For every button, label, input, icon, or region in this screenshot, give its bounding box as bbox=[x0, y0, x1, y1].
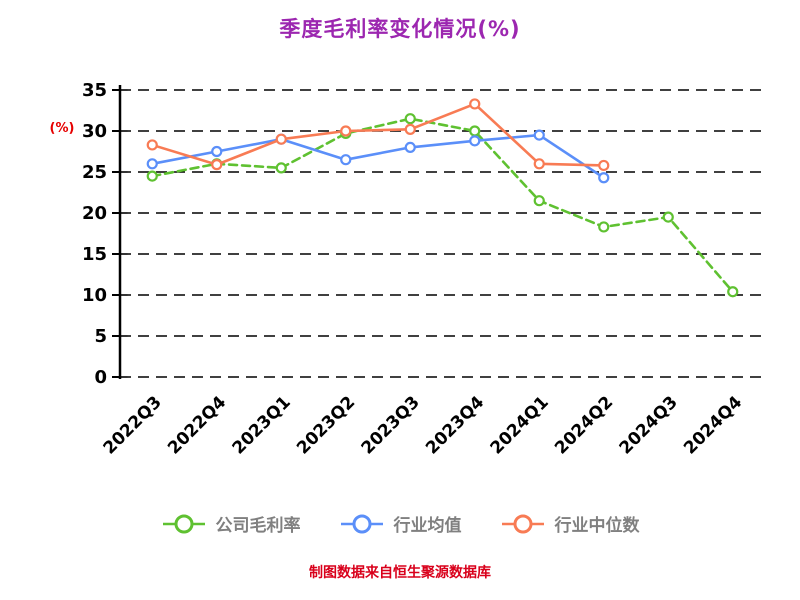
data-point-marker bbox=[469, 135, 481, 147]
legend-label-company-margin: 公司毛利率 bbox=[215, 516, 301, 536]
series-line-0 bbox=[150, 117, 735, 294]
data-point-marker bbox=[533, 158, 545, 170]
x-tick-label: 2022Q3 bbox=[100, 392, 166, 458]
legend-item-industry-median: 行业中位数 bbox=[500, 511, 640, 536]
data-point-marker bbox=[146, 170, 158, 182]
series-line-1 bbox=[150, 133, 606, 180]
legend-label-industry-median: 行业中位数 bbox=[554, 516, 640, 536]
x-tick-label: 2024Q4 bbox=[680, 392, 746, 458]
x-tick-label: 2023Q4 bbox=[422, 392, 488, 458]
data-point-marker bbox=[146, 139, 158, 151]
x-tick-label: 2023Q3 bbox=[358, 392, 424, 458]
data-point-marker bbox=[469, 98, 481, 110]
x-tick-label: 2024Q3 bbox=[616, 392, 682, 458]
x-tick-label: 2022Q4 bbox=[164, 392, 230, 458]
data-point-marker bbox=[598, 159, 610, 172]
y-tick-label: 20 bbox=[82, 203, 107, 224]
x-tick-label: 2024Q2 bbox=[551, 392, 617, 458]
data-point-marker bbox=[469, 125, 481, 137]
data-point-marker bbox=[275, 133, 287, 145]
x-tick-label: 2023Q2 bbox=[293, 392, 359, 458]
data-point-marker bbox=[533, 129, 545, 141]
y-tick-label: 15 bbox=[82, 244, 107, 265]
y-tick-label: 35 bbox=[82, 80, 107, 101]
legend-item-company-margin: 公司毛利率 bbox=[161, 511, 301, 536]
data-point-marker bbox=[404, 141, 416, 154]
footer-source-note: 制图数据来自恒生聚源数据库 bbox=[309, 565, 491, 581]
legend: 公司毛利率 行业均值 行业中位数 bbox=[161, 511, 640, 536]
legend-item-industry-average: 行业均值 bbox=[339, 511, 462, 536]
line-circle-marker-icon bbox=[340, 514, 383, 533]
line-circle-marker-icon bbox=[162, 514, 205, 533]
chart-title: 季度毛利率变化情况(%) bbox=[279, 17, 521, 41]
y-tick-label: 0 bbox=[94, 367, 107, 388]
y-tick-label: 30 bbox=[82, 121, 107, 142]
data-point-marker bbox=[146, 158, 158, 170]
y-tick-label: 10 bbox=[82, 285, 107, 306]
x-tick-label: 2023Q1 bbox=[229, 392, 295, 458]
chart-plot: 05101520253035(%)2022Q32022Q42023Q12023Q… bbox=[50, 80, 765, 459]
legend-label-industry-average: 行业均值 bbox=[393, 516, 462, 536]
data-point-marker bbox=[211, 159, 223, 171]
series-line-2 bbox=[150, 102, 606, 167]
x-tick-label: 2024Q1 bbox=[487, 392, 553, 458]
data-point-marker bbox=[662, 211, 674, 223]
y-axis-unit-label: (%) bbox=[50, 121, 75, 136]
data-point-marker bbox=[404, 113, 416, 125]
y-tick-label: 5 bbox=[94, 326, 107, 347]
data-point-marker bbox=[275, 162, 287, 174]
data-point-marker bbox=[727, 286, 739, 298]
data-point-marker bbox=[598, 221, 610, 233]
data-point-marker bbox=[340, 154, 352, 166]
line-circle-marker-icon bbox=[501, 514, 544, 533]
data-point-marker bbox=[211, 145, 223, 158]
data-point-marker bbox=[340, 125, 352, 137]
data-point-marker bbox=[598, 172, 610, 184]
data-point-marker bbox=[533, 195, 545, 207]
data-point-marker bbox=[404, 123, 416, 135]
y-tick-label: 25 bbox=[82, 162, 107, 183]
